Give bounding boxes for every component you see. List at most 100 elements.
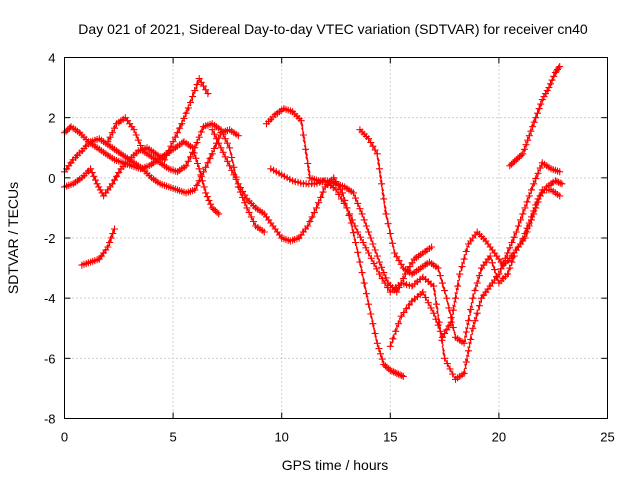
data-point xyxy=(509,159,517,167)
data-point xyxy=(360,216,368,224)
data-point xyxy=(405,301,413,309)
data-point xyxy=(521,204,529,212)
data-point xyxy=(378,263,386,271)
y-tick-label: -6 xyxy=(44,351,56,366)
data-point xyxy=(219,148,227,156)
data-point xyxy=(471,287,479,295)
data-point xyxy=(380,269,388,277)
data-point xyxy=(204,90,212,98)
data-point xyxy=(445,322,453,330)
data-point xyxy=(90,172,98,180)
data-point xyxy=(521,230,529,237)
data-point xyxy=(204,159,212,167)
data-point xyxy=(226,162,234,170)
data-point xyxy=(182,162,190,170)
data-point xyxy=(543,87,551,95)
data-point xyxy=(230,171,238,179)
data-point xyxy=(369,142,377,150)
data-point xyxy=(108,180,116,188)
data-point xyxy=(514,222,522,230)
x-axis-label: GPS time / hours xyxy=(282,457,389,473)
data-point xyxy=(226,144,234,152)
data-point xyxy=(197,172,205,180)
data-point xyxy=(542,90,550,98)
data-point xyxy=(215,139,223,147)
data-point xyxy=(182,109,190,117)
data-point xyxy=(203,193,211,201)
data-point xyxy=(389,335,397,343)
data-point xyxy=(88,169,96,177)
data-point xyxy=(465,317,472,325)
data-point xyxy=(433,300,440,308)
data-point xyxy=(397,312,405,320)
data-point xyxy=(508,258,516,266)
data-point xyxy=(384,284,392,292)
data-point xyxy=(234,132,242,140)
data-point xyxy=(173,129,181,137)
data-point xyxy=(386,366,394,374)
series-5-path xyxy=(107,116,265,234)
data-point xyxy=(529,123,537,131)
data-point xyxy=(210,205,218,213)
data-point xyxy=(504,270,512,278)
data-point xyxy=(365,228,373,236)
data-point xyxy=(349,189,357,197)
data-point xyxy=(106,133,114,141)
data-point xyxy=(352,239,359,246)
data-point xyxy=(467,305,475,313)
data-point xyxy=(221,135,229,143)
data-point xyxy=(369,240,377,248)
data-point xyxy=(382,210,390,218)
data-point xyxy=(104,243,112,251)
data-point xyxy=(195,133,203,141)
data-point xyxy=(397,260,405,268)
data-point xyxy=(456,270,464,278)
data-point xyxy=(458,263,466,271)
data-point xyxy=(384,220,392,228)
data-point xyxy=(371,246,379,254)
data-point xyxy=(434,264,442,272)
data-point xyxy=(525,192,533,200)
data-point xyxy=(163,151,171,159)
data-point xyxy=(436,327,444,335)
data-point xyxy=(317,193,325,201)
data-point xyxy=(386,342,394,350)
data-point xyxy=(396,371,404,379)
data-point xyxy=(393,253,401,261)
data-point xyxy=(352,194,359,202)
data-point xyxy=(223,157,231,165)
data-point xyxy=(306,218,314,225)
data-point xyxy=(192,154,200,162)
data-point xyxy=(354,199,362,207)
data-point xyxy=(469,294,477,302)
data-point xyxy=(367,254,375,262)
data-point xyxy=(540,93,548,101)
data-point xyxy=(310,208,318,216)
data-point xyxy=(445,304,453,312)
data-point xyxy=(260,228,268,236)
data-point xyxy=(247,213,255,221)
data-point xyxy=(236,184,244,192)
data-point xyxy=(408,259,416,267)
data-point xyxy=(367,310,375,318)
data-point xyxy=(367,139,375,146)
data-point xyxy=(62,127,70,135)
grid xyxy=(64,57,608,419)
y-tick-label: -8 xyxy=(44,412,56,427)
data-point xyxy=(388,367,396,375)
data-point xyxy=(375,270,383,278)
data-point xyxy=(438,279,446,287)
data-point xyxy=(210,130,218,138)
data-point xyxy=(130,126,138,134)
data-point xyxy=(180,114,188,122)
data-point xyxy=(517,151,525,159)
x-tick-label: 10 xyxy=(274,430,288,445)
data-point xyxy=(532,175,540,183)
data-point xyxy=(516,153,523,161)
data-point xyxy=(380,195,388,203)
data-point xyxy=(512,156,520,164)
data-point xyxy=(217,126,225,134)
data-point xyxy=(187,99,194,107)
data-point xyxy=(471,317,479,325)
